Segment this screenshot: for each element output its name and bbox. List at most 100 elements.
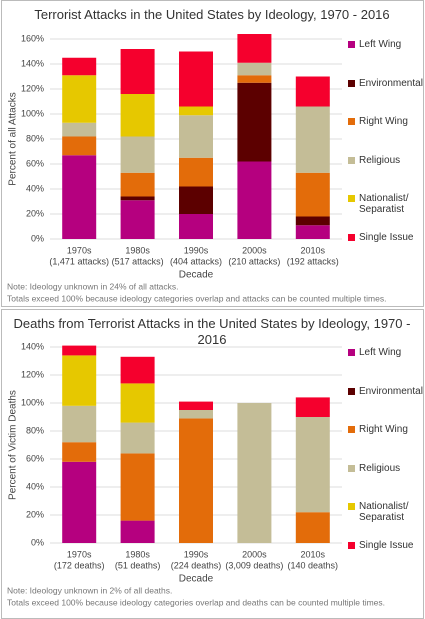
y-tick-label: 120% xyxy=(21,83,44,93)
bar-segment xyxy=(120,94,155,137)
bar-segment xyxy=(179,186,213,214)
x-tick-sublabel: (224 deaths) xyxy=(171,560,222,570)
bar-segment xyxy=(295,216,330,226)
bar-segment xyxy=(62,405,97,443)
y-axis-label: Percent of all Attacks xyxy=(8,92,19,185)
y-tick-label: 80% xyxy=(26,133,44,143)
legend-swatch xyxy=(348,156,355,164)
bar-segment xyxy=(120,200,155,239)
bar-segment xyxy=(295,512,330,543)
legend-label: Single Issue xyxy=(359,539,414,551)
legend-label: Right Wing xyxy=(359,424,408,435)
chart: 0% 20% 40% 60% 80% 100% 120% 140% Percent of Vic… xyxy=(7,341,385,607)
bar-segment xyxy=(295,76,330,107)
chart-title: Terrorist Attacks in the United States b… xyxy=(34,7,390,22)
bar-segment xyxy=(62,461,97,543)
bar-segment xyxy=(179,410,213,419)
x-tick-sublabel: (404 attacks) xyxy=(170,256,222,266)
y-tick-label: 60% xyxy=(26,453,44,463)
bar-segment xyxy=(120,520,155,543)
bar-segment xyxy=(120,453,155,521)
legend-item: Single Issue xyxy=(348,540,424,551)
x-tick-label: 1970s xyxy=(67,245,92,255)
chart-title: Deaths from Terrorist Attacks in the Uni… xyxy=(13,316,411,347)
x-tick-sublabel: (1,471 attacks) xyxy=(49,256,109,266)
x-tick-label: 1990s xyxy=(184,245,209,255)
y-tick-label: 120% xyxy=(21,369,44,379)
y-tick-label: 140% xyxy=(21,58,44,68)
x-axis-label: Decade xyxy=(179,270,214,281)
legend-item: Nationalist/ Separatist xyxy=(348,501,424,523)
legend-item: Religious xyxy=(348,155,424,166)
bar-segment xyxy=(120,136,155,173)
bar-segment xyxy=(237,82,272,162)
y-tick-label: 20% xyxy=(26,208,44,218)
legend-swatch xyxy=(348,195,355,202)
y-axis-label: Percent of Victim Deaths xyxy=(8,390,19,500)
bar-segment xyxy=(179,106,213,116)
bar-segment xyxy=(237,403,272,543)
legend-item: Single Issue xyxy=(348,232,424,243)
legend-swatch xyxy=(348,387,355,395)
legend-label: Religious xyxy=(359,462,401,474)
chart: 0% 20% 40% 60% 80% 100% 120% 140% 160% Percent of… xyxy=(7,33,386,303)
bar-segment xyxy=(62,355,97,406)
note: Note: Ideology unknown in 2% of all deat… xyxy=(7,585,172,595)
bar-segment xyxy=(237,161,272,239)
bar-segment xyxy=(179,401,213,410)
y-tick-label: 140% xyxy=(21,341,44,351)
x-tick-label: 2010s xyxy=(301,245,326,255)
legend-swatch xyxy=(348,79,355,87)
legend-swatch xyxy=(348,349,355,356)
bar-segment xyxy=(120,383,155,423)
y-tick-label: 160% xyxy=(21,33,44,43)
note: Note: Ideology unknown in 24% of all att… xyxy=(7,281,179,291)
bar-segment xyxy=(62,345,97,356)
note: Totals exceed 100% because ideology cate… xyxy=(7,293,386,303)
chart-panel: Terrorist Attacks in the United States b… xyxy=(1,0,424,307)
legend-label: Religious xyxy=(359,154,401,166)
bar-segment xyxy=(179,418,213,543)
x-tick-sublabel: (140 deaths) xyxy=(288,560,339,570)
legend-swatch xyxy=(348,41,355,48)
y-tick-label: 40% xyxy=(26,183,44,193)
x-tick-sublabel: (210 attacks) xyxy=(228,256,280,266)
y-tick-label: 40% xyxy=(26,481,44,491)
bar-segment xyxy=(62,122,97,137)
bar-segment xyxy=(62,155,97,239)
x-tick-label: 2000s xyxy=(242,549,267,559)
legend-swatch xyxy=(348,541,355,549)
legend-item: Environmental xyxy=(348,78,424,89)
bar-segment xyxy=(120,422,155,454)
x-tick-label: 1970s xyxy=(67,549,92,559)
legend-item: Right Wing xyxy=(348,116,424,127)
legend-swatch xyxy=(348,118,355,125)
bar-segment xyxy=(120,172,155,197)
legend-item: Nationalist/ Separatist xyxy=(348,193,424,215)
legend-swatch xyxy=(348,503,355,510)
y-tick-label: 20% xyxy=(26,509,44,519)
bar-segment xyxy=(120,356,155,384)
legend-swatch xyxy=(348,426,355,433)
bar-segment xyxy=(62,75,97,123)
y-tick-label: 60% xyxy=(26,158,44,168)
x-tick-label: 1990s xyxy=(184,549,209,559)
bar-segment xyxy=(120,49,155,94)
legend-item: Left Wing xyxy=(348,347,424,358)
y-tick-label: 80% xyxy=(26,425,44,435)
legend-item: Environmental xyxy=(348,386,424,397)
legend-label: Nationalist/ Separatist xyxy=(359,193,409,215)
x-axis-label: Decade xyxy=(179,574,214,585)
x-tick-sublabel: (51 deaths) xyxy=(115,560,161,570)
bar-segment xyxy=(295,106,330,173)
bar-segment xyxy=(295,225,330,239)
chart-panel: Deaths from Terrorist Attacks in the Uni… xyxy=(1,309,424,619)
y-tick-label: 0% xyxy=(31,537,44,547)
legend-label: Single Issue xyxy=(359,231,414,243)
bar-segment xyxy=(62,442,97,462)
x-tick-label: 2010s xyxy=(301,549,326,559)
legend-label: Left Wing xyxy=(359,347,402,358)
bar-segment xyxy=(62,57,97,76)
x-tick-sublabel: (172 deaths) xyxy=(54,560,105,570)
bar-segment xyxy=(179,157,213,187)
